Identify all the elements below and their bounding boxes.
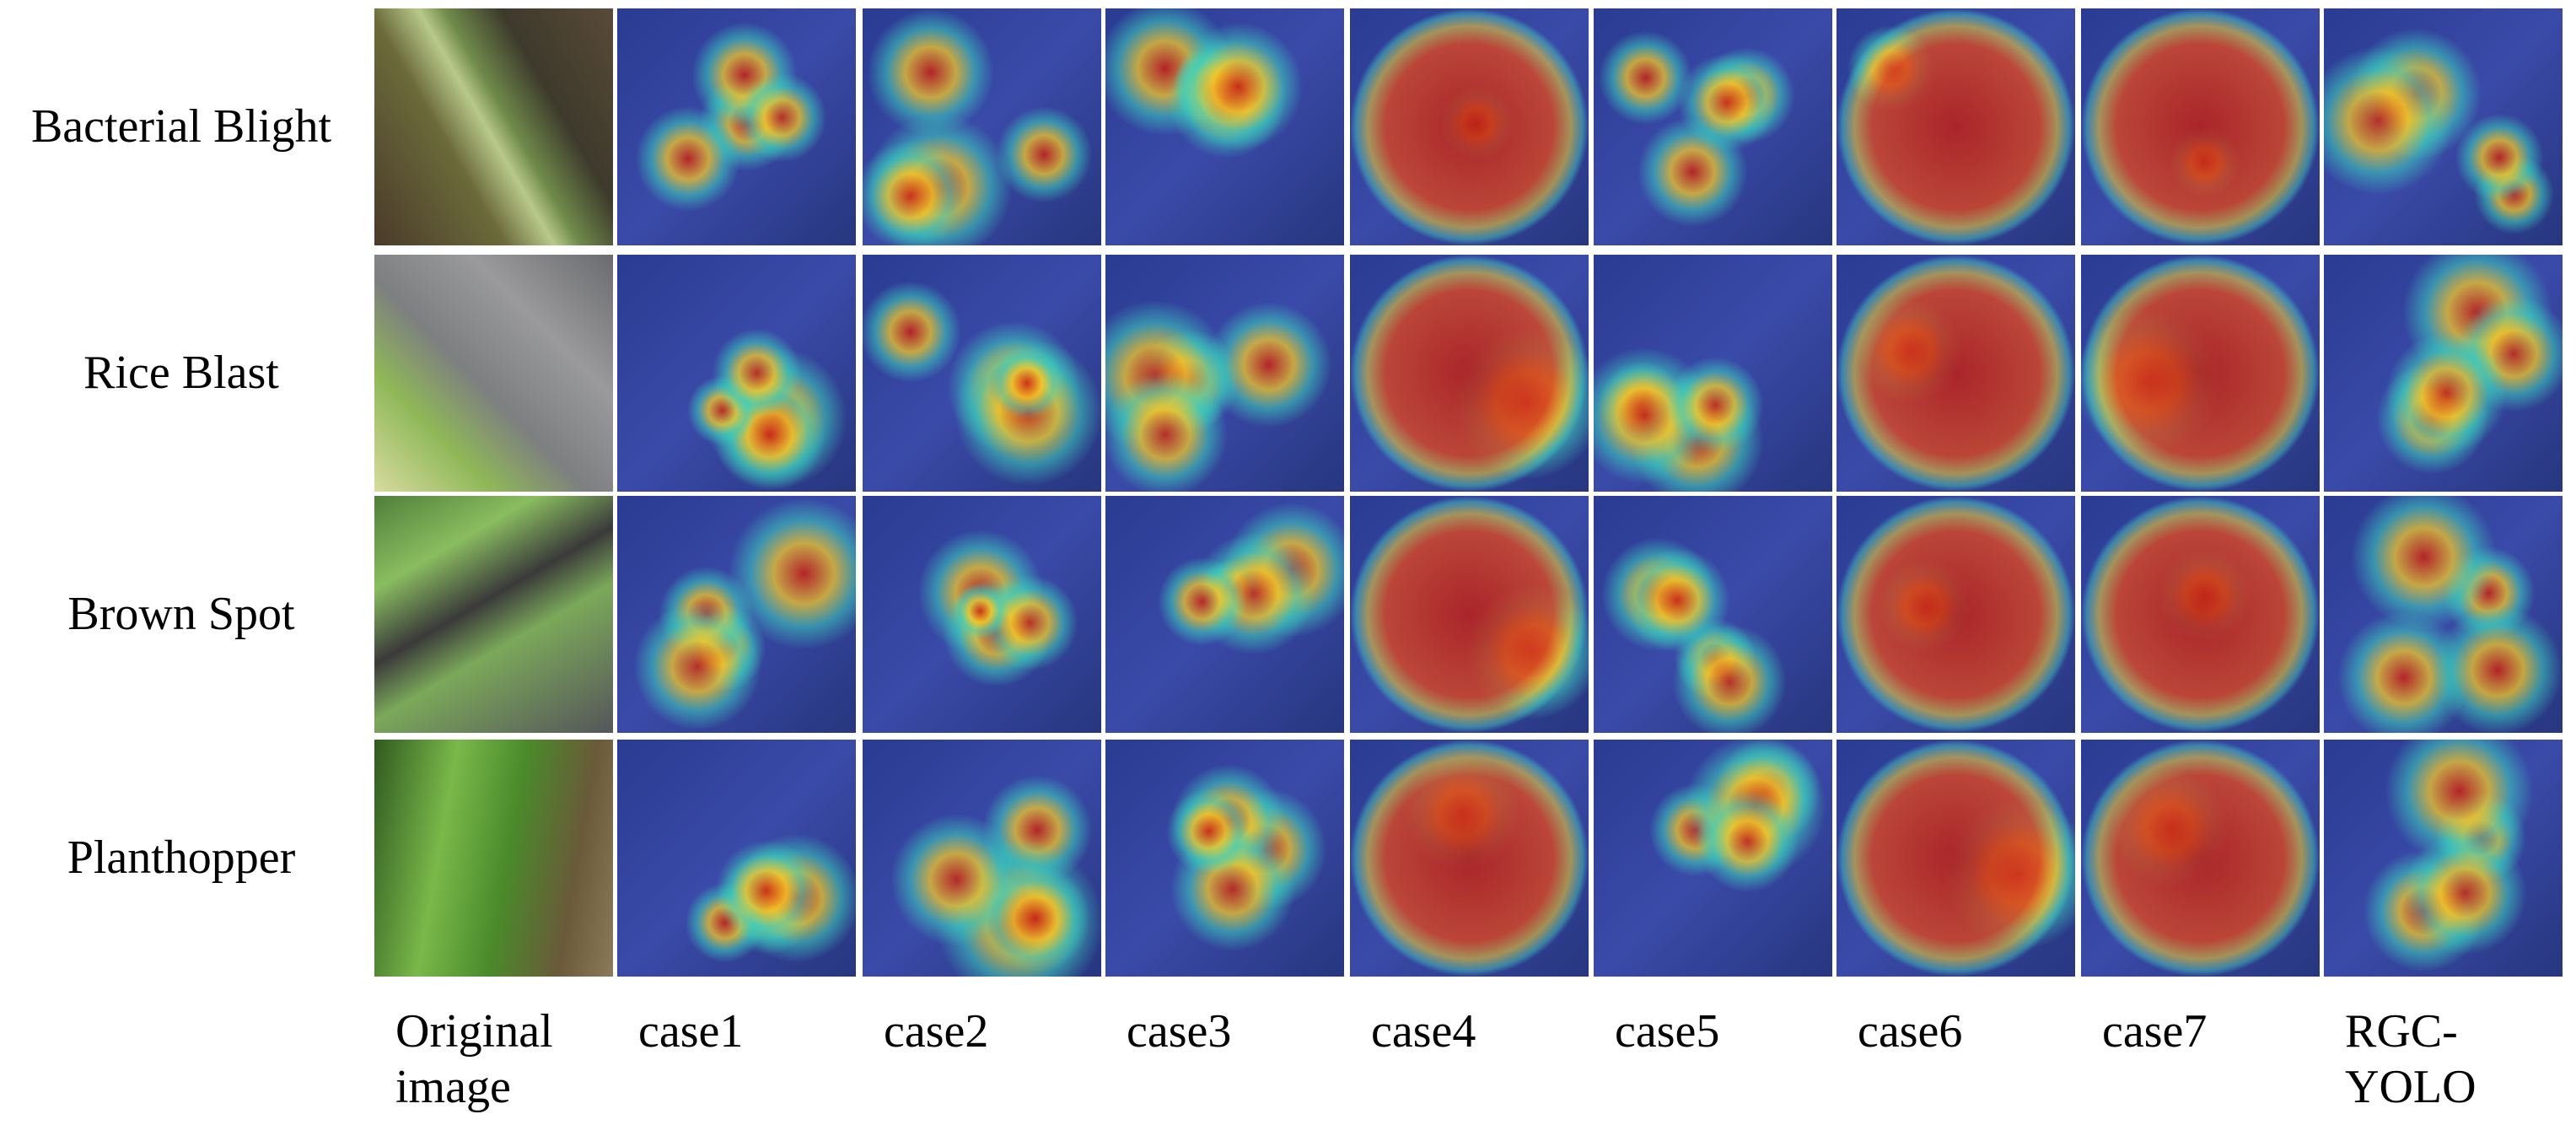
original-image <box>374 496 613 733</box>
heatmap-image <box>1105 8 1344 245</box>
heatmap-image <box>863 8 1101 245</box>
heatmap-image <box>1350 496 1589 733</box>
heatmap-image <box>1105 740 1344 977</box>
column-label: case3 <box>1127 1005 1232 1058</box>
original-image <box>374 740 613 977</box>
heatmap-image <box>1594 496 1832 733</box>
original-image <box>374 255 613 492</box>
heatmap-image <box>2324 740 2563 977</box>
column-label: case1 <box>638 1005 744 1058</box>
heatmap-image <box>2081 8 2320 245</box>
heatmap-image <box>1105 496 1344 733</box>
heatmap-image <box>1594 255 1832 492</box>
heatmap-image <box>2324 255 2563 492</box>
row-label: Planthopper <box>67 832 296 884</box>
column-label: case4 <box>1371 1005 1476 1058</box>
heatmap-image <box>617 255 856 492</box>
heatmap-image <box>1350 255 1589 492</box>
heatmap-image <box>2324 496 2563 733</box>
row-label: Rice Blast <box>83 347 279 399</box>
heatmap-image <box>1837 8 2075 245</box>
heatmap-image <box>1350 8 1589 245</box>
column-label: case2 <box>884 1005 989 1058</box>
heatmap-image <box>863 255 1101 492</box>
row-label: Bacterial Blight <box>30 100 332 153</box>
heatmap-image <box>617 8 856 245</box>
heatmap-image <box>617 496 856 733</box>
heatmap-image <box>1350 740 1589 977</box>
heatmap-image <box>1594 740 1832 977</box>
heatmap-image <box>2081 496 2320 733</box>
heatmap-image <box>2081 740 2320 977</box>
heatmap-image <box>863 496 1101 733</box>
column-label: Original image <box>395 1005 553 1113</box>
column-label: RGC-YOLO <box>2345 1005 2477 1113</box>
heatmap-image <box>1837 496 2075 733</box>
column-label: case7 <box>2102 1005 2208 1058</box>
heatmap-image <box>863 740 1101 977</box>
column-label: case5 <box>1615 1005 1720 1058</box>
original-image <box>374 8 613 245</box>
heatmap-image <box>1594 8 1832 245</box>
heatmap-image <box>1837 255 2075 492</box>
heatmap-image <box>2081 255 2320 492</box>
row-label: Brown Spot <box>67 588 295 640</box>
heatmap-image <box>1105 255 1344 492</box>
heatmap-image <box>1837 740 2075 977</box>
heatmap-image <box>617 740 856 977</box>
heatmap-image <box>2324 8 2563 245</box>
column-label: case6 <box>1858 1005 1963 1058</box>
